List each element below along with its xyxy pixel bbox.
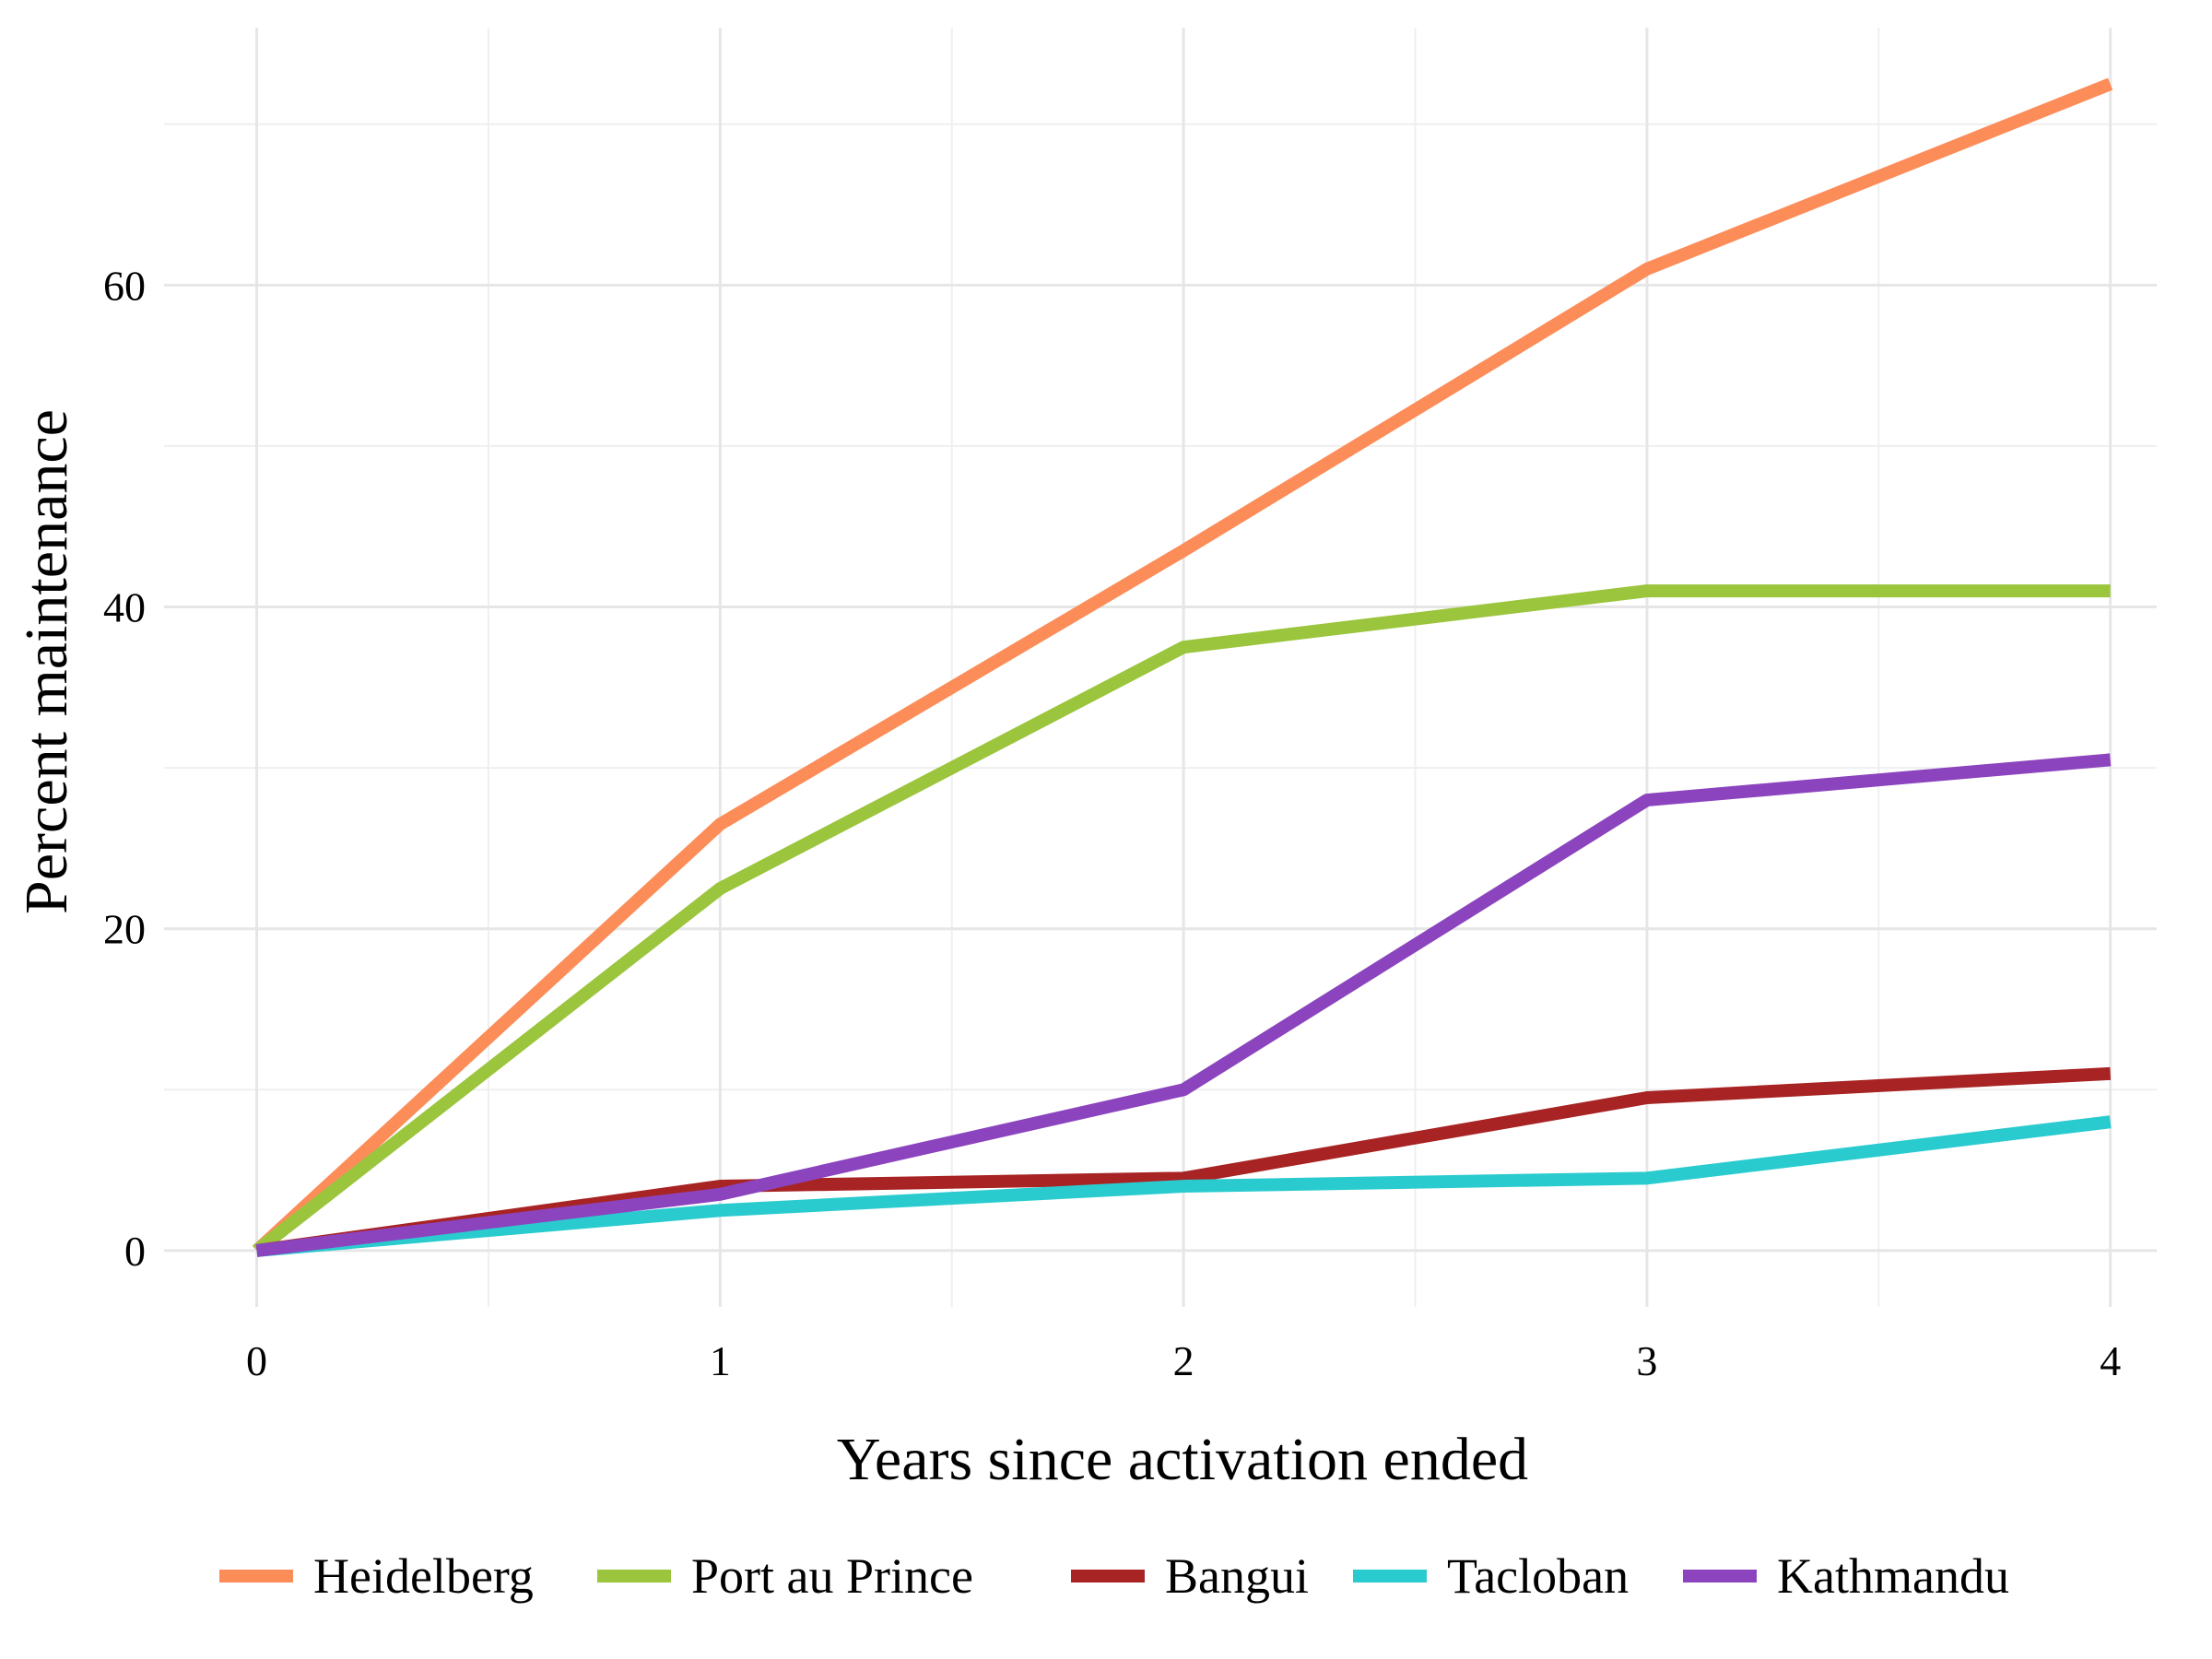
x-axis-title: Years since activation ended	[837, 1426, 1528, 1493]
x-tick-label: 4	[2100, 1337, 2121, 1384]
x-axis-tick-labels: 0 1 2 3 4	[246, 1337, 2121, 1384]
series-line-heidelberg	[252, 77, 2113, 1256]
y-tick-label: 40	[103, 584, 146, 631]
x-tick-label: 1	[710, 1337, 731, 1384]
series-line-port-au-prince	[253, 584, 2111, 1256]
legend-item-port-au-prince: Port au Prince	[597, 1548, 973, 1604]
legend-item-bangui: Bangui	[1071, 1548, 1309, 1604]
legend-label: Tacloban	[1447, 1548, 1629, 1604]
legend-item-heidelberg: Heidelberg	[219, 1548, 534, 1604]
y-tick-label: 60	[103, 262, 146, 309]
series-line-kathmandu	[255, 753, 2112, 1257]
grid	[164, 28, 2157, 1307]
x-tick-label: 2	[1173, 1337, 1194, 1384]
legend-label: Port au Prince	[691, 1548, 973, 1604]
x-tick-label: 0	[246, 1337, 267, 1384]
y-tick-label: 20	[103, 906, 146, 953]
legend-item-tacloban: Tacloban	[1353, 1548, 1629, 1604]
series-lines	[252, 77, 2113, 1257]
y-tick-label: 0	[124, 1228, 146, 1275]
legend-label: Kathmandu	[1777, 1548, 2009, 1604]
legend-label: Bangui	[1165, 1548, 1309, 1604]
x-tick-label: 3	[1636, 1337, 1657, 1384]
legend: Heidelberg Port au Prince Bangui Tacloban Ka…	[219, 1548, 2009, 1604]
series-line-tacloban	[255, 1115, 2112, 1257]
y-axis-tick-labels: 0 20 40 60	[103, 262, 146, 1275]
y-axis-title: Percent maintenance	[13, 409, 80, 914]
legend-label: Heidelberg	[313, 1548, 534, 1604]
legend-item-kathmandu: Kathmandu	[1683, 1548, 2009, 1604]
